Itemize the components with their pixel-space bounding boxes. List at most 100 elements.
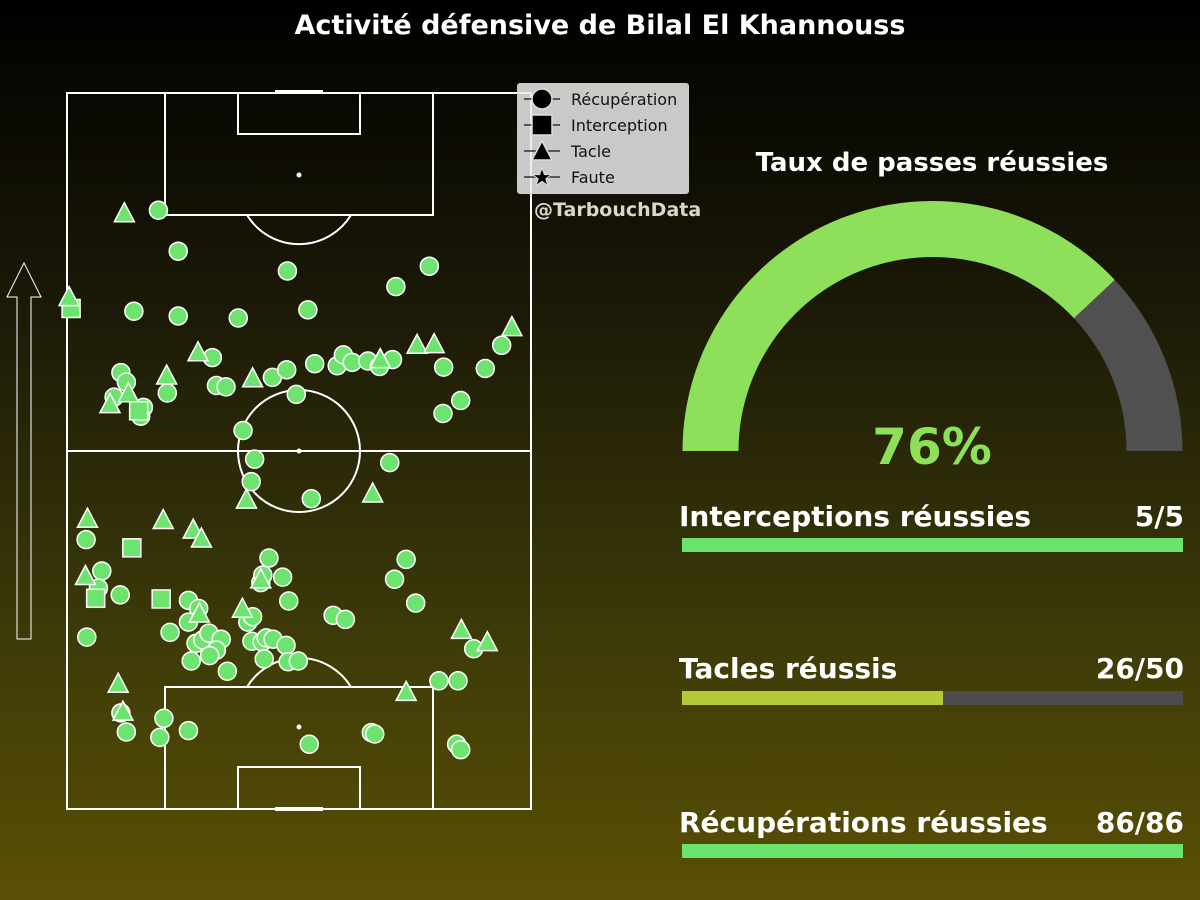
legend-label: Récupération bbox=[571, 90, 678, 109]
pass-rate-gauge bbox=[682, 200, 1183, 451]
square-icon bbox=[524, 114, 560, 136]
marker-circle bbox=[405, 593, 426, 613]
marker-triangle bbox=[231, 596, 254, 618]
star-icon bbox=[524, 166, 560, 187]
marker-circle bbox=[178, 720, 199, 741]
chart-title: Activité défensive de Bilal El Khannouss bbox=[294, 10, 906, 41]
gauge-title: Taux de passes réussies bbox=[755, 148, 1109, 178]
marker-circle bbox=[429, 671, 449, 691]
top-six-yard-box bbox=[237, 92, 361, 135]
marker-circle bbox=[384, 569, 405, 589]
marker-triangle bbox=[117, 381, 140, 403]
marker-circle bbox=[259, 548, 279, 568]
marker-triangle bbox=[476, 630, 499, 652]
marker-square bbox=[151, 589, 171, 609]
marker-circle bbox=[450, 390, 471, 411]
legend-item-interception: Interception bbox=[518, 113, 688, 137]
marker-circle bbox=[168, 306, 188, 326]
stat-bar-fill bbox=[682, 844, 1183, 858]
legend-label: Tacle bbox=[571, 142, 612, 161]
circle-icon bbox=[524, 88, 560, 110]
marker-circle bbox=[386, 276, 406, 297]
stat-label-tacles: Tacles réussis bbox=[679, 652, 898, 685]
marker-square bbox=[122, 538, 142, 558]
legend-item-tacle: Tacle bbox=[518, 139, 688, 163]
marker-circle bbox=[276, 635, 296, 656]
marker-triangle bbox=[450, 617, 473, 640]
marker-circle bbox=[277, 261, 298, 281]
marker-circle bbox=[150, 727, 170, 748]
marker-triangle bbox=[111, 699, 135, 721]
stat-value-interceptions: 5/5 bbox=[1134, 500, 1184, 533]
marker-circle bbox=[475, 358, 496, 379]
center-spot bbox=[296, 448, 302, 454]
marker-circle bbox=[299, 734, 319, 754]
marker-circle bbox=[298, 300, 318, 320]
gauge-value: 76% bbox=[872, 418, 992, 476]
marker-circle bbox=[276, 360, 297, 380]
marker-circle bbox=[110, 585, 130, 605]
top-penalty-arc bbox=[246, 214, 352, 246]
marker-triangle bbox=[151, 507, 175, 530]
marker-square bbox=[85, 588, 106, 609]
marker-circle bbox=[241, 471, 261, 492]
marker-circle bbox=[433, 403, 453, 424]
marker-circle bbox=[419, 256, 440, 276]
marker-circle bbox=[116, 722, 137, 742]
marker-circle bbox=[396, 549, 416, 570]
attack-direction-arrow bbox=[6, 261, 42, 640]
marker-circle bbox=[244, 449, 265, 469]
gauge-fill bbox=[682, 200, 1115, 451]
stat-bar-fill bbox=[682, 538, 1183, 552]
marker-triangle bbox=[241, 366, 264, 388]
bottom-penalty-spot bbox=[296, 724, 302, 730]
bottom-penalty-box bbox=[164, 686, 434, 810]
marker-triangle bbox=[186, 340, 210, 362]
marker-triangle bbox=[155, 363, 178, 385]
gauge-track bbox=[1073, 279, 1183, 451]
marker-triangle bbox=[235, 487, 258, 509]
stat-bar-tacles bbox=[682, 691, 1183, 705]
marker-triangle bbox=[361, 481, 384, 503]
marker-circle bbox=[168, 241, 188, 261]
top-penalty-box bbox=[164, 92, 434, 216]
marker-circle bbox=[450, 739, 471, 760]
credit-label: @TarbouchData bbox=[534, 199, 702, 221]
marker-circle bbox=[228, 308, 249, 328]
marker-circle bbox=[124, 301, 144, 321]
marker-circle bbox=[92, 561, 112, 581]
marker-square bbox=[128, 401, 149, 421]
marker-circle bbox=[272, 567, 293, 587]
stat-label-interceptions: Interceptions réussies bbox=[679, 500, 1032, 533]
marker-triangle bbox=[249, 567, 273, 589]
marker-circle bbox=[77, 627, 97, 647]
marker-circle bbox=[286, 384, 307, 405]
marker-circle bbox=[433, 357, 454, 377]
marker-circle bbox=[301, 488, 322, 509]
marker-triangle bbox=[57, 284, 81, 307]
marker-circle bbox=[217, 661, 238, 682]
legend-label: Faute bbox=[571, 168, 615, 187]
marker-circle bbox=[154, 708, 174, 729]
pitch-svg bbox=[6, 90, 532, 811]
marker-circle bbox=[160, 622, 180, 643]
top-penalty-spot bbox=[296, 172, 302, 178]
marker-circle bbox=[448, 671, 468, 691]
legend-item-faute: Faute bbox=[518, 165, 688, 189]
marker-circle bbox=[181, 651, 201, 671]
legend-item-recuperation: Récupération bbox=[518, 87, 688, 111]
stat-bar-fill bbox=[682, 691, 943, 705]
marker-triangle bbox=[368, 347, 392, 369]
marker-circle bbox=[76, 529, 96, 550]
marker-triangle bbox=[394, 679, 418, 702]
marker-triangle bbox=[98, 392, 122, 414]
marker-triangle bbox=[188, 601, 211, 623]
stat-bar-recuperations bbox=[682, 844, 1183, 858]
marker-circle bbox=[380, 452, 400, 473]
marker-triangle bbox=[190, 526, 213, 548]
action-markers bbox=[57, 200, 524, 760]
marker-triangle bbox=[422, 332, 446, 354]
marker-circle bbox=[233, 420, 253, 441]
legend: Récupération Interception Tacle Faute bbox=[517, 83, 689, 194]
marker-triangle bbox=[113, 201, 136, 223]
